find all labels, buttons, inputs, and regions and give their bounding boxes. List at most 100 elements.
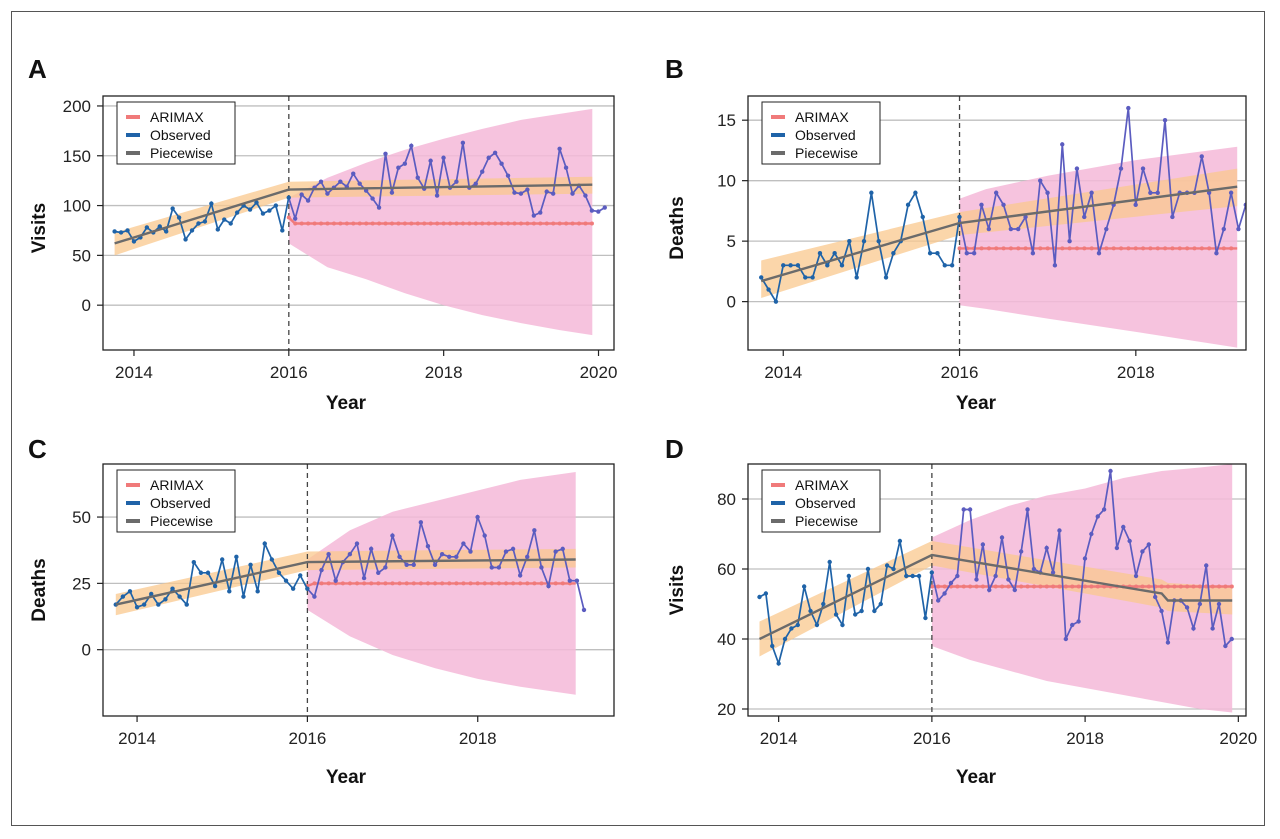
y-tick-label: 100	[63, 197, 91, 216]
arimax-point	[286, 215, 291, 220]
y-tick-label: 40	[717, 630, 736, 649]
observed-point	[1133, 573, 1139, 579]
arimax-point	[486, 221, 491, 226]
observed-line-pre	[115, 540, 309, 609]
arimax-point	[512, 221, 517, 226]
observed-point	[283, 578, 289, 583]
arimax-point	[1146, 584, 1151, 589]
observed-point	[531, 213, 537, 218]
observed-point	[1229, 636, 1234, 642]
observed-point	[1089, 531, 1094, 537]
plot-border	[102, 95, 615, 351]
observed-point	[776, 661, 781, 666]
arimax-point	[511, 581, 516, 586]
observed-point	[589, 208, 595, 213]
x-tick-label: 2016	[941, 363, 979, 382]
arimax-point	[979, 246, 984, 251]
observed-point	[1140, 166, 1146, 171]
observed-point	[368, 546, 374, 552]
arimax-point	[544, 221, 549, 226]
piecewise-line	[760, 185, 1238, 283]
arimax-point	[525, 581, 530, 586]
observed-point	[248, 562, 253, 567]
arimax-point	[415, 221, 420, 226]
observed-line-pre	[760, 190, 961, 304]
arimax-point	[1133, 246, 1138, 251]
observed-point	[425, 544, 431, 549]
arimax-point	[460, 221, 465, 226]
observed-point	[370, 196, 375, 201]
observed-point	[544, 189, 549, 194]
legend-label-piecewise: Piecewise	[795, 513, 858, 529]
arimax-point	[1210, 584, 1215, 589]
observed-point	[1184, 605, 1190, 610]
arimax-point	[482, 581, 487, 586]
arimax-point	[383, 581, 388, 586]
arimax-point	[1221, 246, 1226, 251]
observed-point	[773, 299, 779, 304]
observed-point	[913, 190, 918, 195]
arimax-point	[1083, 584, 1088, 589]
observed-point	[318, 179, 324, 184]
arimax-point	[1000, 584, 1005, 589]
observed-point	[499, 161, 504, 166]
observed-point	[869, 190, 874, 195]
observed-point	[1118, 166, 1124, 171]
arimax-point	[525, 221, 530, 226]
observed-point	[795, 622, 800, 628]
observed-point	[260, 211, 266, 216]
arimax-point	[1016, 246, 1021, 251]
arimax-point	[404, 581, 409, 586]
observed-point	[1018, 549, 1024, 554]
observed-point	[170, 206, 175, 211]
arimax-point	[929, 584, 934, 589]
observed-point	[1223, 643, 1228, 649]
legend-label-arimax: ARIMAX	[795, 477, 849, 493]
arimax-point	[448, 221, 453, 226]
arimax-point	[1192, 246, 1197, 251]
arimax-point	[1172, 584, 1177, 589]
observed-point	[1114, 545, 1120, 551]
arimax-point	[1166, 584, 1171, 589]
observed-point	[290, 586, 296, 591]
observed-point	[1126, 105, 1131, 111]
y-tick-label: 0	[727, 293, 736, 312]
observed-point	[480, 169, 485, 174]
plot-area	[103, 464, 614, 716]
observed-point	[987, 587, 992, 593]
arimax-point	[1060, 246, 1065, 251]
observed-point	[202, 219, 208, 224]
arimax-point	[390, 581, 395, 586]
arimax-point	[518, 581, 523, 586]
observed-point	[1210, 626, 1215, 631]
observed-point	[550, 191, 556, 196]
observed-point	[247, 207, 253, 212]
arimax-point	[504, 581, 509, 586]
observed-point	[563, 165, 569, 170]
observed-point	[1204, 563, 1209, 568]
observed-point	[782, 636, 788, 642]
observed-point	[298, 573, 303, 578]
observed-point	[935, 598, 941, 603]
arimax-point	[319, 221, 324, 226]
observed-point	[163, 597, 168, 602]
observed-point	[191, 559, 197, 565]
observed-point	[1060, 142, 1065, 147]
observed-point	[859, 608, 864, 614]
x-axis-title: Year	[326, 393, 367, 414]
observed-point	[357, 181, 362, 186]
observed-point	[766, 287, 771, 292]
arimax-point	[467, 221, 472, 226]
arimax-point	[325, 221, 330, 226]
observed-point	[904, 573, 909, 579]
observed-point	[415, 175, 420, 180]
arimax-point	[980, 584, 985, 589]
observed-point	[891, 251, 896, 256]
arimax-point	[1204, 584, 1209, 589]
observed-point	[157, 224, 162, 229]
observed-point	[219, 557, 225, 562]
arimax-point	[447, 581, 452, 586]
observed-point	[1030, 251, 1036, 256]
arimax-point	[1038, 246, 1043, 251]
x-tick-label: 2014	[760, 729, 798, 748]
